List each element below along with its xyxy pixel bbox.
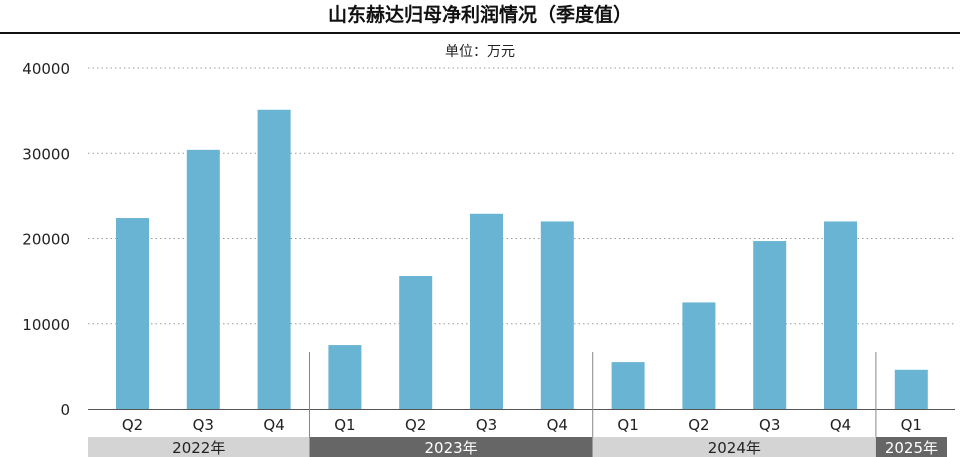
x-tick-label: Q4 [830,416,851,434]
y-tick-label: 10000 [22,316,70,334]
bar [824,221,857,409]
x-tick-label: Q3 [759,416,780,434]
x-tick-label: Q2 [122,416,143,434]
x-tick-label: Q4 [547,416,568,434]
x-tick-label: Q3 [476,416,497,434]
year-band [88,437,310,457]
y-tick-label: 30000 [22,145,70,163]
bar [186,149,220,409]
bar [682,302,716,409]
chart-title: 山东赫达归母净利润情况（季度值） [327,4,632,26]
bar [753,241,787,409]
bar [257,109,291,410]
bar [470,213,503,409]
year-label: 2022年 [172,439,225,457]
year-label: 2025年 [885,439,938,457]
bar [328,345,362,409]
bar [611,362,645,409]
y-tick-label: 0 [60,401,70,419]
x-tick-label: Q1 [617,416,638,434]
year-label: 2023年 [425,439,478,457]
bar [399,276,433,409]
title-rule [0,32,960,34]
year-band [309,437,593,457]
y-tick-label: 20000 [22,231,70,249]
x-tick-label: Q3 [193,416,214,434]
x-tick-label: Q1 [901,416,922,434]
unit-label: 单位：万元 [445,44,515,60]
bar [540,221,574,409]
x-tick-label: Q2 [688,416,709,434]
x-tick-label: Q1 [334,416,355,434]
y-tick-label: 40000 [22,60,70,78]
x-tick-label: Q4 [263,416,284,434]
year-label: 2024年 [708,439,761,457]
year-band [875,437,947,457]
bar [894,369,928,409]
year-band [592,437,876,457]
bar [116,218,149,409]
x-tick-label: Q2 [405,416,426,434]
